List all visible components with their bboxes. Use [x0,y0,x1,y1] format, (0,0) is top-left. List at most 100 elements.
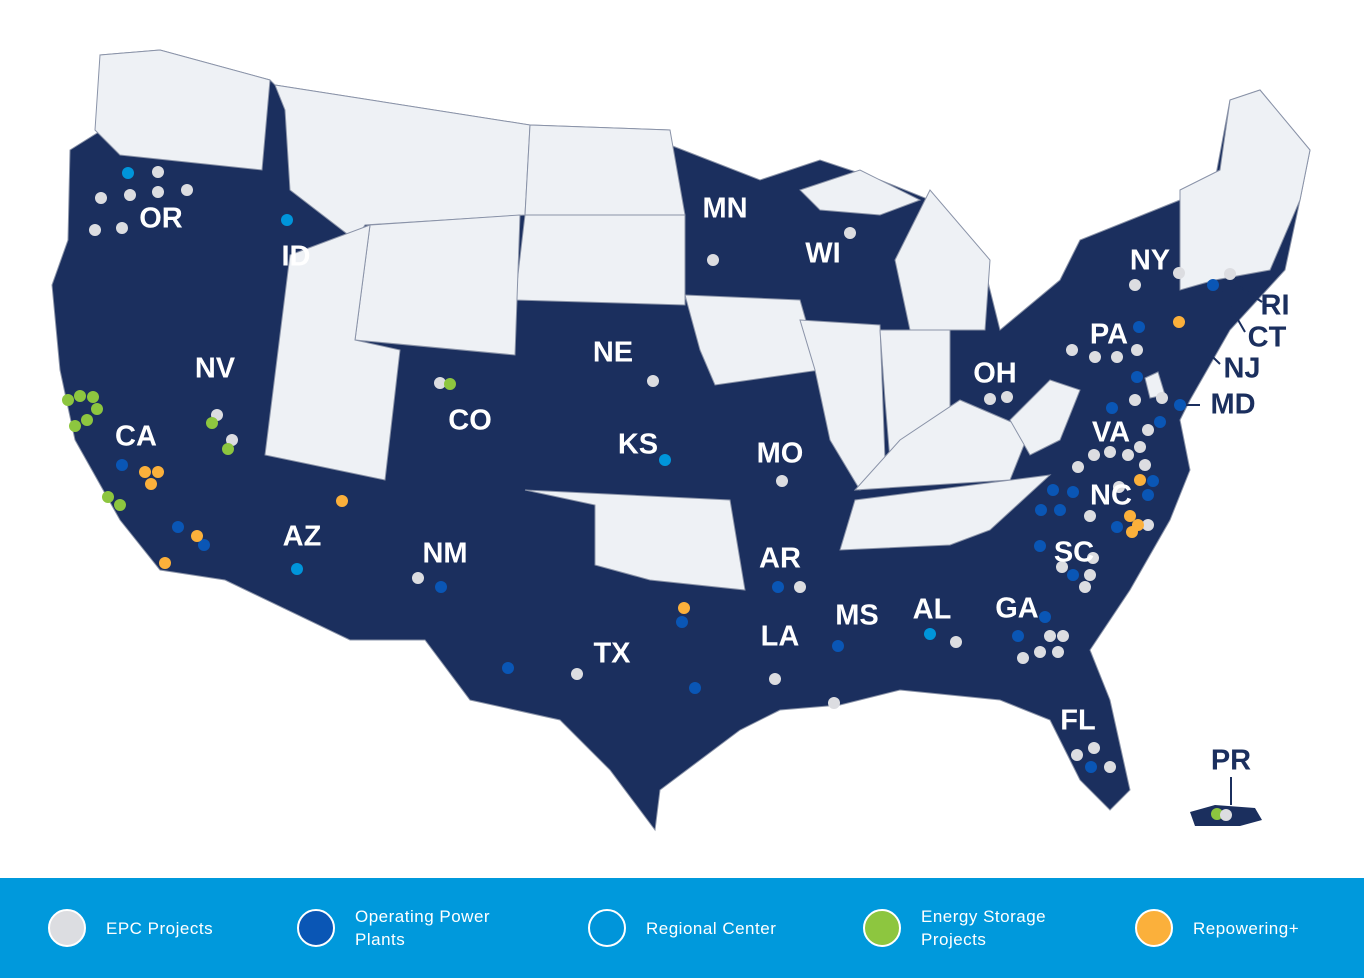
project-marker [62,394,74,406]
project-marker [1047,484,1059,496]
state-label: TX [593,638,631,670]
state-label: NM [422,538,467,570]
legend-label: Repowering+ [1193,918,1300,938]
state-label: MN [702,193,747,225]
state-label: NE [593,337,633,369]
project-marker [159,557,171,569]
project-marker [1142,489,1154,501]
project-marker [571,668,583,680]
state-label: AL [913,594,952,626]
state-label: OH [973,358,1017,390]
project-marker [1066,344,1078,356]
state-label: AR [759,543,801,575]
project-marker [844,227,856,239]
project-marker [74,390,86,402]
project-marker [124,189,136,201]
state-label: MO [757,438,804,470]
project-marker [198,539,210,551]
state-label: CT [1248,322,1287,354]
legend-label: Regional Center [646,918,777,938]
project-marker [1129,394,1141,406]
legend-item: Repowering+ [1135,909,1343,947]
state-label: PR [1211,745,1251,777]
legend: EPC Projects Operating Power Plants Region… [0,878,1364,978]
project-marker [1072,461,1084,473]
project-marker [1133,321,1145,333]
project-marker [1067,486,1079,498]
project-marker [776,475,788,487]
state-shape [839,474,1052,551]
project-marker [116,459,128,471]
project-marker [1154,416,1166,428]
project-marker [1147,475,1159,487]
state-label: WI [805,238,840,270]
project-marker [95,192,107,204]
project-marker [950,636,962,648]
project-marker [707,254,719,266]
project-marker [87,391,99,403]
project-marker [1122,449,1134,461]
project-marker [1001,391,1013,403]
project-marker [984,393,996,405]
state-shape [894,189,991,331]
project-marker [291,563,303,575]
project-marker [1174,399,1186,411]
project-marker [1089,351,1101,363]
project-marker [832,640,844,652]
state-label: OR [139,203,183,235]
project-marker [1111,351,1123,363]
state-label: MS [835,600,879,632]
project-marker [1139,459,1151,471]
project-marker [924,628,936,640]
project-marker [1044,630,1056,642]
project-marker [689,682,701,694]
project-marker [1057,630,1069,642]
state-label: SC [1054,537,1094,569]
project-marker [139,466,151,478]
leader-line [1221,291,1246,333]
project-marker [152,466,164,478]
state-shape [514,214,686,306]
state-label: GA [995,593,1039,625]
project-marker [1211,808,1223,820]
legend-swatch [1135,909,1173,947]
project-marker [116,222,128,234]
project-marker [434,377,446,389]
state-label: MD [1210,389,1255,421]
project-marker [152,186,164,198]
project-marker [1079,581,1091,593]
project-marker [412,572,424,584]
legend-swatch [48,909,86,947]
project-marker [152,166,164,178]
project-marker [1104,446,1116,458]
project-marker [1054,504,1066,516]
project-marker [1131,371,1143,383]
project-marker [89,224,101,236]
project-marker [1129,279,1141,291]
state-label: NJ [1223,353,1260,385]
project-marker [502,662,514,674]
project-marker [1052,646,1064,658]
state-label: AZ [283,521,322,553]
project-marker [1142,424,1154,436]
project-marker [181,184,193,196]
project-marker [1142,519,1154,531]
legend-swatch [863,909,901,947]
project-marker [1085,761,1097,773]
project-marker [91,403,103,415]
state-shape [354,214,521,356]
legend-item: Operating Power Plants [297,905,505,951]
legend-item: Regional Center [588,909,796,947]
state-shape [524,489,746,591]
project-marker [772,581,784,593]
project-marker [1056,561,1068,573]
project-marker [435,581,447,593]
project-marker [1113,481,1125,493]
state-label: NY [1130,245,1170,277]
project-marker [336,495,348,507]
project-marker [1134,474,1146,486]
legend-swatch [297,909,335,947]
state-shape [94,49,271,171]
project-marker [659,454,671,466]
